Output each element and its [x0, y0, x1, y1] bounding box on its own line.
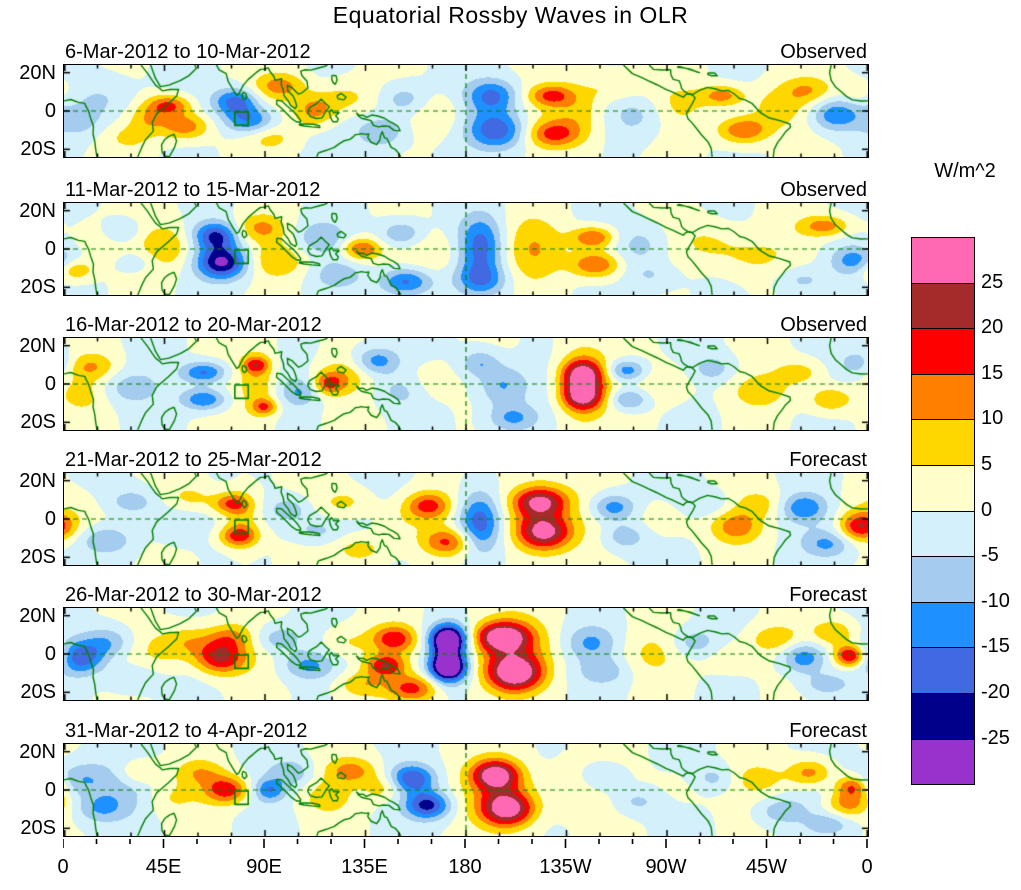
- colorbar-segment: [912, 238, 974, 284]
- lat-axis-label: 20S: [20, 276, 56, 299]
- lat-axis-label: 20N: [19, 469, 56, 492]
- chart-title: Equatorial Rossby Waves in OLR: [332, 2, 689, 28]
- colorbar-segment: [912, 511, 974, 558]
- lon-axis-tick-label: 45W: [745, 856, 788, 878]
- map-panel: [63, 337, 869, 432]
- lat-axis-label: 20S: [20, 546, 56, 569]
- lat-axis-label: 0: [44, 373, 56, 395]
- lon-axis-tick-label: 45E: [145, 856, 182, 878]
- lat-axis-label: 20N: [19, 740, 56, 763]
- panel-status-label: Forecast: [789, 584, 867, 606]
- colorbar-segment: [912, 557, 974, 603]
- panel-date-label: 16-Mar-2012 to 20-Mar-2012: [65, 314, 322, 336]
- lon-axis-tick-label: 135W: [539, 856, 592, 878]
- longitude-axis: [63, 839, 868, 848]
- lat-axis-label: 20N: [19, 199, 56, 222]
- map-canvas: [64, 65, 868, 158]
- panel-status-label: Forecast: [789, 720, 867, 742]
- lat-axis-label: 20N: [19, 334, 56, 357]
- lat-axis-label: 0: [44, 238, 56, 260]
- panel-header: 21-Mar-2012 to 25-Mar-2012 Forecast: [63, 448, 869, 472]
- panel-status-label: Observed: [780, 41, 867, 63]
- lat-axis-label: 0: [44, 100, 56, 122]
- lon-axis-tick-label: 180: [448, 856, 482, 878]
- colorbar-tick-label: -5: [981, 544, 999, 567]
- colorbar-segment: [912, 739, 974, 785]
- panel-header: 11-Mar-2012 to 15-Mar-2012 Observed: [63, 178, 869, 202]
- panel-status-label: Forecast: [789, 449, 867, 471]
- map-panel: [63, 743, 869, 838]
- lon-axis-tick-label: 90W: [645, 856, 687, 878]
- colorbar-tick-label: -10: [981, 589, 1010, 612]
- map-panel: [63, 472, 869, 567]
- panel-date-label: 26-Mar-2012 to 30-Mar-2012: [65, 584, 322, 606]
- panel-header: 6-Mar-2012 to 10-Mar-2012 Observed: [63, 40, 869, 64]
- lat-axis-label: 20S: [20, 411, 56, 434]
- colorbar-segment: [912, 602, 974, 649]
- colorbar-segment: [912, 465, 974, 512]
- colorbar-tick-label: -15: [981, 635, 1010, 658]
- panel-header: 16-Mar-2012 to 20-Mar-2012 Observed: [63, 313, 869, 337]
- panel-status-label: Observed: [780, 179, 867, 201]
- panel-header: 26-Mar-2012 to 30-Mar-2012 Forecast: [63, 583, 869, 607]
- lat-axis-label: 20S: [20, 681, 56, 704]
- lat-axis-label: 20S: [20, 817, 56, 840]
- map-canvas: [64, 338, 868, 431]
- colorbar-tick-label: 10: [981, 407, 1004, 430]
- panel-date-label: 31-Mar-2012 to 4-Apr-2012: [65, 720, 308, 742]
- lon-axis-tick-label: 90E: [246, 856, 282, 878]
- lat-axis-label: 20N: [19, 604, 56, 627]
- map-canvas: [64, 203, 868, 296]
- lat-axis-label: 0: [44, 643, 56, 665]
- colorbar-segment: [912, 648, 974, 694]
- lat-axis-label: 20S: [20, 138, 56, 161]
- colorbar-tick-label: 15: [981, 361, 1004, 384]
- colorbar-tick-label: 20: [981, 316, 1004, 339]
- colorbar-tick-label: -25: [981, 726, 1010, 749]
- map-panel: [63, 202, 869, 297]
- colorbar-tick-label: 25: [981, 270, 1004, 293]
- colorbar-tick-label: 5: [981, 453, 993, 475]
- colorbar-segment: [912, 693, 974, 740]
- colorbar-unit-label: W/m^2: [934, 160, 996, 182]
- lon-axis-tick-label: 135E: [341, 856, 388, 878]
- panel-header: 31-Mar-2012 to 4-Apr-2012 Forecast: [63, 719, 869, 743]
- lat-axis-label: 20N: [19, 61, 56, 84]
- panel-date-label: 11-Mar-2012 to 15-Mar-2012: [65, 179, 321, 201]
- lon-axis-tick-label: 0: [57, 856, 69, 878]
- panel-date-label: 21-Mar-2012 to 25-Mar-2012: [65, 449, 322, 471]
- colorbar-tick-label: -20: [981, 681, 1010, 703]
- panel-status-label: Observed: [780, 314, 867, 336]
- lon-axis-tick-label: 0: [861, 856, 873, 878]
- map-canvas: [64, 744, 868, 837]
- colorbar-segment: [912, 420, 974, 466]
- map-canvas: [64, 473, 868, 566]
- lat-axis-label: 0: [44, 508, 56, 530]
- map-panel: [63, 64, 869, 159]
- map-canvas: [64, 608, 868, 701]
- colorbar-segment: [912, 374, 974, 421]
- colorbar-segment: [912, 283, 974, 330]
- colorbar-tick-label: 0: [981, 498, 993, 521]
- lat-axis-label: 0: [44, 779, 56, 801]
- map-panel: [63, 607, 869, 702]
- colorbar: [911, 237, 975, 786]
- panel-date-label: 6-Mar-2012 to 10-Mar-2012: [65, 41, 311, 63]
- colorbar-segment: [912, 329, 974, 375]
